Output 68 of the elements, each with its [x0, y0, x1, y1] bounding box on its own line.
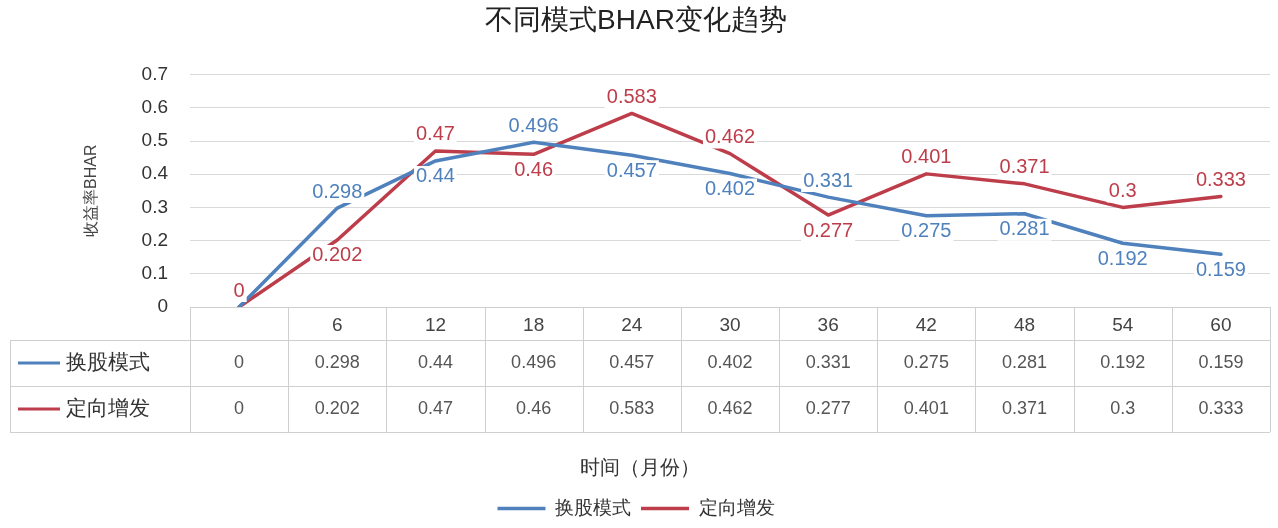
annotation: 0.46	[514, 157, 554, 180]
data-label: 0.401	[903, 397, 949, 418]
y-tick-label: 0.7	[141, 62, 168, 84]
data-label: 0.47	[417, 397, 453, 418]
annotation: 0.402	[704, 177, 756, 200]
data-label: 0.3	[1110, 397, 1136, 418]
text: 换股模式	[555, 496, 631, 518]
x-tick-label: 24	[621, 313, 643, 335]
data-label: 0	[234, 397, 245, 418]
annotation: 0.298	[312, 179, 363, 202]
annotation: 0.457	[606, 158, 657, 181]
x-tick-label: 54	[1112, 313, 1134, 335]
annotation: 0.275	[901, 219, 952, 242]
y-tick-label: 0.5	[141, 129, 168, 151]
annotation: 0.202	[312, 243, 363, 266]
annotation: 0.47	[415, 122, 455, 145]
data-label: 0.333	[1198, 397, 1244, 418]
annotation: 0.371	[999, 155, 1050, 178]
y-tick-label: 0	[157, 295, 168, 317]
annotation: 0.192	[1097, 246, 1148, 269]
legend-label: 换股模式	[66, 349, 150, 373]
data-label: 0.371	[1002, 397, 1048, 418]
x-tick-label: 12	[424, 313, 447, 335]
x-tick-label: 18	[523, 313, 545, 335]
data-label: 0.275	[903, 351, 949, 372]
x-tick-label: 60	[1210, 313, 1232, 335]
annotation: 0.401	[901, 145, 952, 168]
annotation: 0.277	[803, 218, 854, 241]
data-label: 0.457	[609, 351, 655, 372]
y-tick-label: 0.1	[141, 262, 168, 284]
x-tick-label: 6	[331, 313, 343, 335]
annotation: 0.159	[1195, 257, 1246, 280]
data-label: 0	[234, 351, 245, 372]
y-tick-label: 0.4	[141, 162, 169, 184]
data-label: 0.159	[1198, 351, 1244, 372]
text: 时间（月份）	[580, 455, 700, 478]
data-label: 0.281	[1002, 351, 1048, 372]
x-tick-label: 48	[1013, 313, 1036, 335]
chart-title: 不同模式BHAR变化趋势	[485, 3, 787, 35]
data-label: 0.331	[805, 351, 851, 372]
y-tick-label: 0.2	[141, 228, 168, 250]
data-label: 0.402	[707, 351, 753, 372]
annotation: 0.331	[803, 168, 854, 191]
annotation: 0.462	[704, 125, 756, 148]
data-label: 0.277	[805, 397, 851, 418]
annotation: 0.281	[999, 217, 1050, 240]
x-tick-label: 30	[719, 313, 741, 335]
annotation: 0	[233, 278, 245, 301]
x-tick-label: 36	[817, 313, 839, 335]
x-tick-label: 42	[915, 313, 937, 335]
y-tick-label: 0.3	[141, 195, 168, 217]
data-label: 0.44	[417, 351, 453, 372]
legend-label: 定向增发	[66, 395, 150, 419]
data-label: 0.462	[707, 397, 753, 418]
text: 定向增发	[698, 496, 775, 518]
annotation: 0.3	[1108, 178, 1137, 201]
y-tick-label: 0.6	[141, 96, 168, 118]
annotation: 0.583	[606, 84, 657, 107]
data-label: 0.202	[314, 397, 360, 418]
annotation: 0.333	[1195, 167, 1246, 190]
data-label: 0.583	[609, 397, 655, 418]
data-label: 0.298	[314, 351, 360, 372]
annotation: 0.44	[415, 164, 455, 187]
data-label: 0.496	[511, 351, 557, 372]
annotation: 0.496	[508, 113, 559, 136]
data-label: 0.192	[1100, 351, 1146, 372]
data-label: 0.46	[516, 397, 552, 418]
y-axis-title: 收益率BHAR	[82, 144, 100, 238]
